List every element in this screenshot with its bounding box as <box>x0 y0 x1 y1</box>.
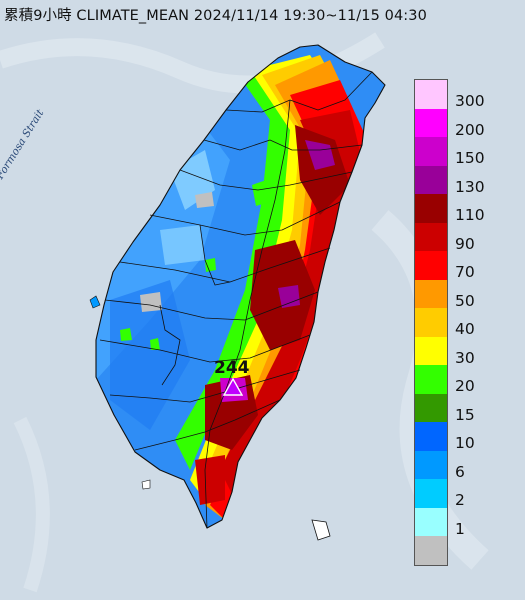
legend-swatch <box>415 536 447 565</box>
legend-label: 70 <box>455 263 475 282</box>
peak-value-label: 244 <box>214 358 250 378</box>
legend-swatch <box>415 365 447 394</box>
legend-swatch <box>415 251 447 280</box>
legend-swatch <box>415 80 447 109</box>
legend-swatch <box>415 279 447 308</box>
legend-swatch <box>415 450 447 479</box>
legend-label: 40 <box>455 320 475 339</box>
county-borders <box>95 44 386 529</box>
legend-label: 30 <box>455 348 475 367</box>
legend-swatch <box>415 479 447 508</box>
legend-swatch <box>415 422 447 451</box>
legend-label: 1 <box>455 519 465 538</box>
legend-swatch <box>415 308 447 337</box>
legend-swatch <box>415 336 447 365</box>
legend-swatch <box>415 393 447 422</box>
legend-swatch <box>415 137 447 166</box>
legend-swatch <box>415 222 447 251</box>
legend-label: 200 <box>455 120 485 139</box>
legend-label: 15 <box>455 405 475 424</box>
legend-label: 90 <box>455 234 475 253</box>
legend-label: 300 <box>455 92 485 111</box>
legend-label: 150 <box>455 149 485 168</box>
legend-label: 20 <box>455 377 475 396</box>
legend-swatch <box>415 507 447 536</box>
legend-label: 10 <box>455 434 475 453</box>
legend-swatch <box>415 194 447 223</box>
map-title: 累積9小時 CLIMATE_MEAN 2024/11/14 19:30~11/1… <box>4 8 427 24</box>
legend-swatch <box>415 108 447 137</box>
green-island <box>311 519 331 541</box>
legend-label: 110 <box>455 206 485 225</box>
triangle-marker-icon <box>223 378 243 396</box>
color-legend <box>414 79 448 566</box>
legend-label: 130 <box>455 177 485 196</box>
legend-swatch <box>415 165 447 194</box>
legend-label: 6 <box>455 462 465 481</box>
legend-label: 50 <box>455 291 475 310</box>
legend-label: 2 <box>455 491 465 510</box>
